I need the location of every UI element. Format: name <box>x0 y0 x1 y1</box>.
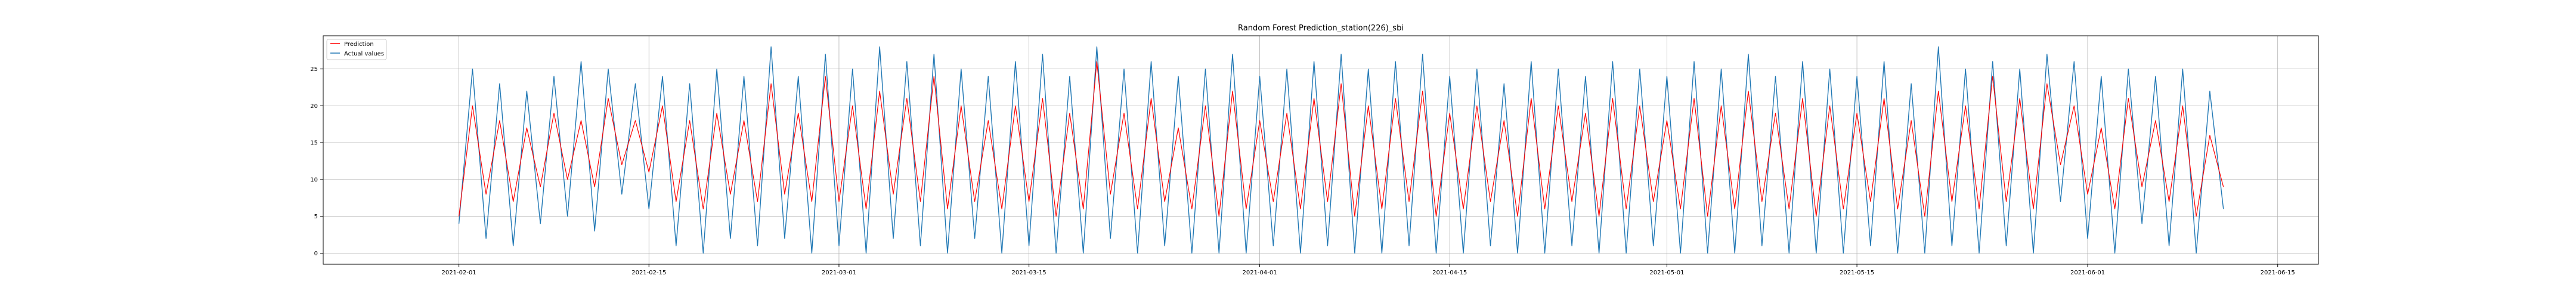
x-tick-label: 2021-02-01 <box>442 270 476 276</box>
x-tick-label: 2021-03-01 <box>822 270 856 276</box>
y-axis-ticks: 0 5 10 15 20 25 <box>310 66 323 257</box>
grid-lines <box>323 36 2318 264</box>
x-tick-label: 2021-05-15 <box>1840 270 1874 276</box>
x-tick-label: 2021-03-15 <box>1012 270 1046 276</box>
legend: Prediction Actual values <box>326 39 387 60</box>
legend-label-actual: Actual values <box>344 51 384 57</box>
x-tick-label: 2021-05-01 <box>1649 270 1684 276</box>
plot-frame <box>323 35 2319 265</box>
y-tick-label: 5 <box>314 214 318 220</box>
y-tick-label: 15 <box>310 140 318 147</box>
series-line-prediction <box>459 61 2224 217</box>
chart-title: Random Forest Prediction_station(226)_sb… <box>1238 24 1404 33</box>
series-lines <box>458 46 2224 254</box>
series-line-actual-values <box>458 46 2224 254</box>
x-tick-label: 2021-04-15 <box>1432 270 1467 276</box>
x-tick-label: 2021-06-01 <box>2070 270 2105 276</box>
y-tick-label: 25 <box>310 66 318 73</box>
x-tick-label: 2021-04-01 <box>1243 270 1277 276</box>
legend-label-prediction: Prediction <box>344 41 374 48</box>
legend-box <box>326 39 387 60</box>
y-tick-label: 0 <box>314 251 318 257</box>
y-tick-label: 10 <box>310 177 318 183</box>
x-axis-ticks: 2021-02-01 2021-02-15 2021-03-01 2021-03-15… <box>442 264 2295 276</box>
y-tick-label: 20 <box>310 103 318 110</box>
x-tick-label: 2021-02-15 <box>631 270 666 276</box>
x-tick-label: 2021-06-15 <box>2261 270 2295 276</box>
